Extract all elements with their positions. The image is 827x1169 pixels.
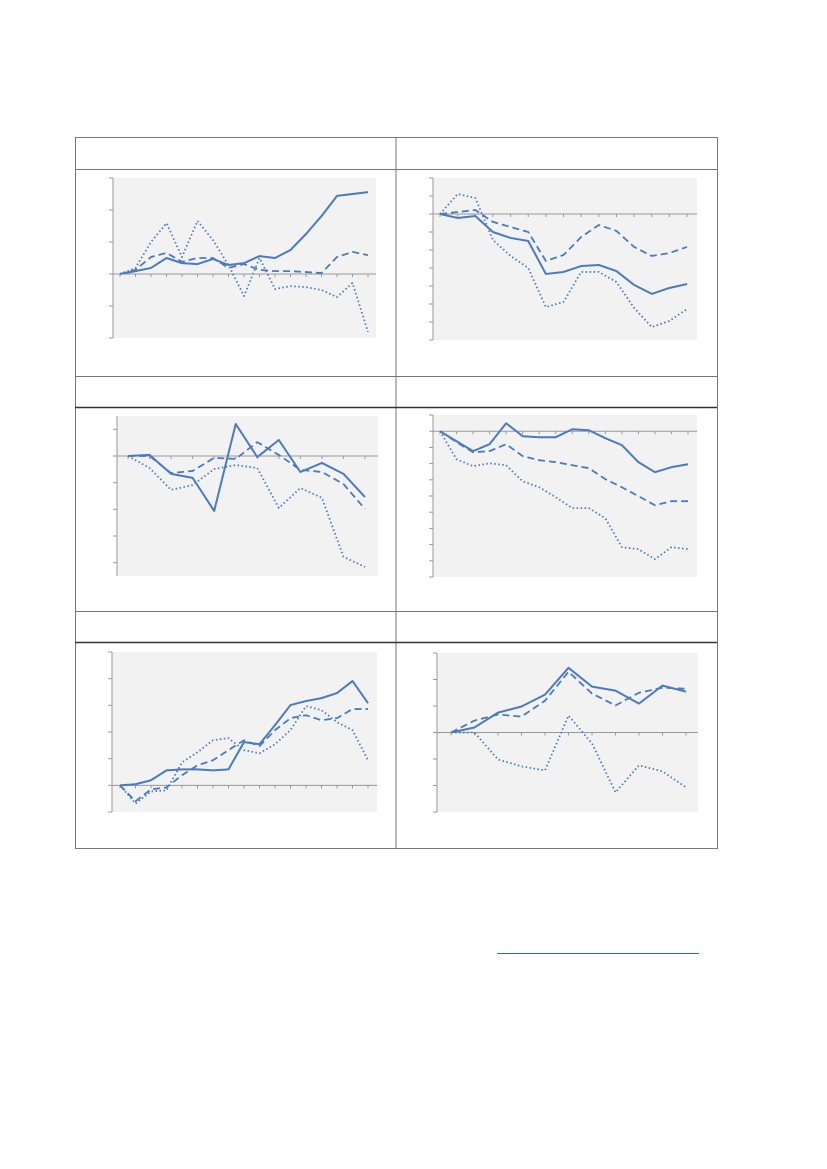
series-line [439,209,688,262]
chart [433,652,698,813]
series-line [119,680,369,787]
plot-area [433,178,697,340]
plot-area [113,178,376,338]
chart [113,416,378,576]
plot-area [117,416,378,576]
figure-table [75,137,718,849]
series-line [128,441,366,510]
series-line [450,666,687,734]
plot-area [433,415,697,577]
series-line [119,251,369,275]
series-line [119,219,369,333]
series-line [127,455,366,568]
charts [108,177,698,813]
series-line [450,670,687,734]
series-line [439,193,688,328]
chart [429,177,697,341]
series-line [119,705,369,805]
series-line [439,213,688,295]
chart [429,414,697,578]
series-line [119,708,368,803]
chart [108,651,377,813]
chart [109,177,376,339]
series-line [439,422,689,474]
series-line [119,191,369,275]
series-line [439,430,688,507]
